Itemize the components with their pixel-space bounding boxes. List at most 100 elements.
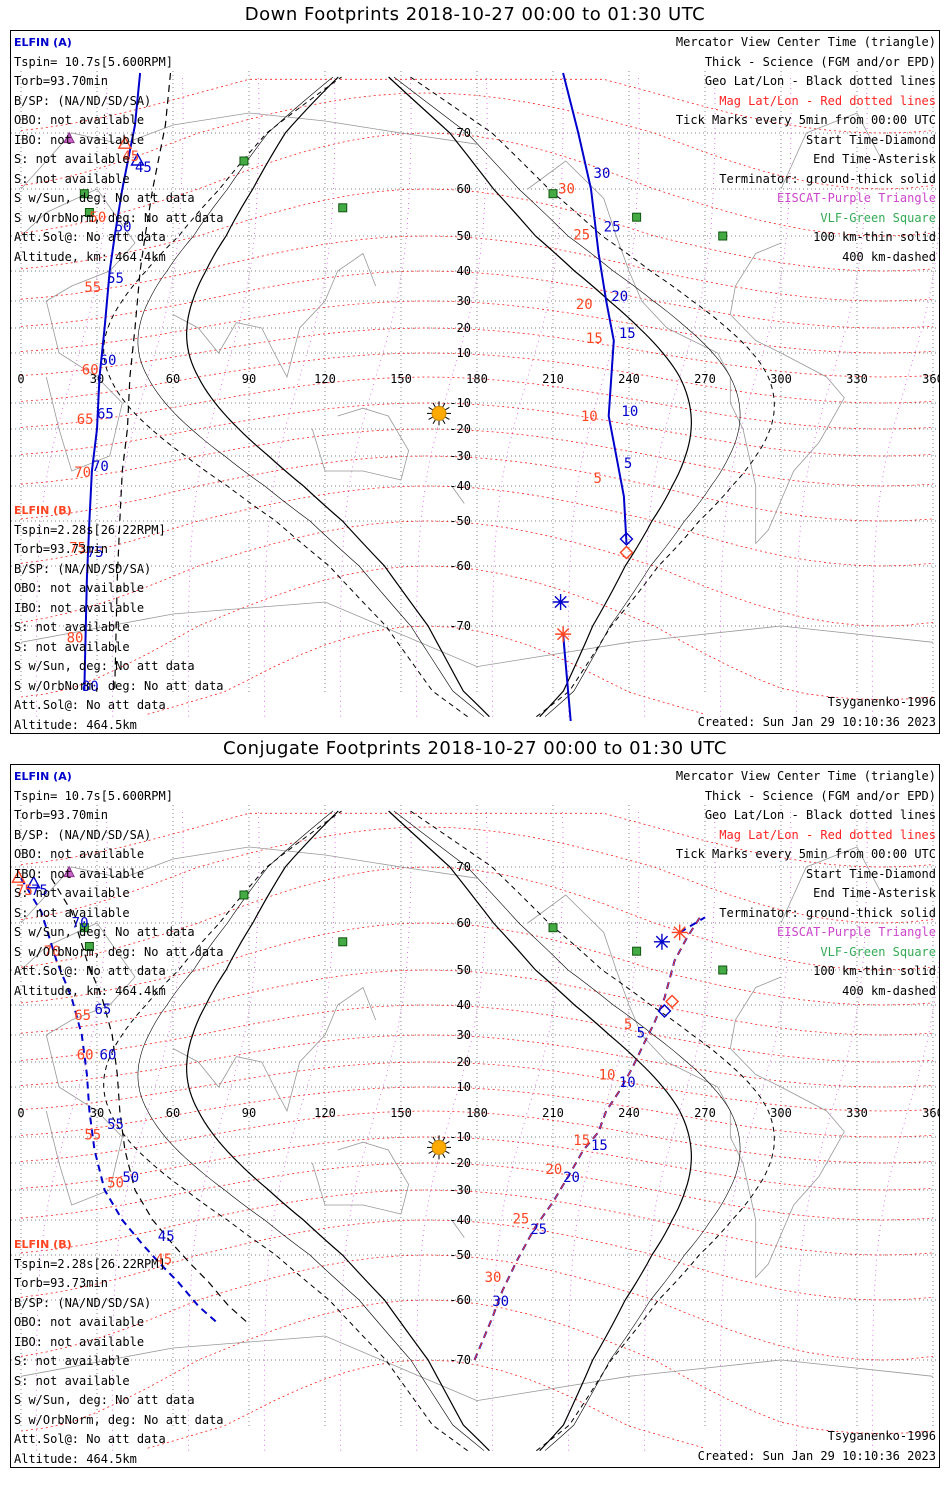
mag-parallel xyxy=(20,1110,934,1164)
tick-label-a: 50 xyxy=(115,219,132,235)
lat-tick-label: 70 xyxy=(457,126,471,140)
mag-parallel xyxy=(20,1254,934,1361)
elfin-a-info-line: S: not available xyxy=(14,886,130,900)
vlf-green-square xyxy=(84,208,94,217)
coastline xyxy=(451,485,465,504)
map-panel-down: 0 30 60 90 120 150 180 210 240 270 300 330 360 70 60 50… xyxy=(10,30,940,734)
mag-parallel xyxy=(20,1299,934,1435)
mag-parallel xyxy=(20,188,934,272)
tick-label-a: 60 xyxy=(100,353,117,369)
sun-ray xyxy=(432,419,436,425)
legend-item: Mercator View Center Time (triangle) xyxy=(675,769,936,783)
sun-ray xyxy=(444,1140,450,1145)
elfin-b-heading: ELFIN (B) xyxy=(14,1238,72,1251)
elfin-a-info-line: S: not available xyxy=(14,171,130,186)
mag-parallel xyxy=(20,565,934,701)
end-asterisk-b xyxy=(555,626,572,643)
mag-parallel xyxy=(147,625,706,715)
sun-ray xyxy=(432,1136,436,1142)
terminator-100km-right xyxy=(393,810,741,1451)
vlf-green-square xyxy=(79,923,89,933)
elfin-b-info-line: Tspin=2.28s[26.22RPM] xyxy=(14,522,166,537)
terminator-ground-left xyxy=(185,810,490,1452)
mag-parallel xyxy=(20,78,934,134)
tick-label-a: 5 xyxy=(624,456,632,472)
coastline xyxy=(172,252,377,379)
lat-tick-label: 60 xyxy=(457,916,471,930)
lat-tick-label: 20 xyxy=(457,1055,471,1069)
footer-info: Tsyganenko-1996 Created: Sun Jan 29 10:10… xyxy=(698,693,936,732)
vlf-green-square xyxy=(84,942,94,951)
lat-tick-label: -10 xyxy=(449,396,471,410)
sun-ray xyxy=(428,416,434,420)
end-asterisk-b xyxy=(671,924,688,941)
tick-label-b: 25 xyxy=(573,228,590,244)
tick-label-b: 65 xyxy=(74,1008,91,1024)
terminator-ground-right xyxy=(388,810,693,1452)
lat-tick-label: -60 xyxy=(449,559,471,573)
tick-label-b: 80 xyxy=(67,630,84,646)
tick-label-a: 60 xyxy=(100,1047,117,1063)
sun-ray xyxy=(428,1140,434,1145)
panel1-title: Down Footprints 2018-10-27 00:00 to 01:3… xyxy=(244,4,706,25)
elfin-b-info-line: S w/Sun, deg: No att data xyxy=(14,659,195,673)
start-diamond-a xyxy=(619,532,634,546)
terminator-ground-left xyxy=(185,76,490,718)
terminator-400km-right xyxy=(410,76,775,718)
tick-label-a: 70 xyxy=(72,916,89,932)
legend-item: Thick - Science (FGM and/or EPD) xyxy=(704,788,936,803)
mag-parallel xyxy=(20,1219,934,1301)
coastline xyxy=(780,846,883,924)
legend-item: End Time-Asterisk xyxy=(813,886,936,900)
legend-item: Geo Lat/Lon - Black dotted lines xyxy=(704,74,936,88)
mag-parallel xyxy=(20,402,934,457)
legend-item: Start Time-Diamond xyxy=(805,132,936,147)
tick-label-a: 10 xyxy=(619,1075,636,1091)
vlf-green-square xyxy=(239,890,249,900)
model-name: Tsyganenko-1996 xyxy=(827,1429,936,1443)
legend: Mercator View Center Time (triangle) Thic… xyxy=(676,767,936,1001)
terminator-400km-left xyxy=(103,76,468,718)
coastline xyxy=(20,922,136,1206)
vlf-green-square xyxy=(79,189,89,199)
legend-item: Mag Lat/Lon - Red dotted lines xyxy=(719,827,936,842)
mag-parallel xyxy=(20,1061,934,1112)
tick-label-a: 45 xyxy=(135,160,152,176)
sun-ray xyxy=(442,1136,446,1142)
mag-meridian xyxy=(339,810,412,1451)
elfin-b-info: ELFIN (B) Tspin=2.28s[26.22RPM] Torb=93.73… xyxy=(14,501,224,733)
mag-parallel xyxy=(20,352,934,404)
elfin-b-info-line: S: not available xyxy=(14,1373,130,1388)
tick-label-b: 25 xyxy=(512,1212,529,1228)
vlf-green-square xyxy=(548,923,558,933)
sun-icon xyxy=(427,401,451,426)
lon-tick-label: 330 xyxy=(846,372,868,386)
asterisk-arm xyxy=(673,926,686,939)
tick-label-a: 75 xyxy=(31,883,48,899)
legend-item: Tick Marks every 5min from 00:00 UTC xyxy=(675,847,936,861)
lon-tick-label: 0 xyxy=(17,372,24,386)
vlf-green-square xyxy=(632,946,642,956)
map-panel-conjugate: 0 30 60 90 120 150 180 210 240 270 300 330 360 70 60 50… xyxy=(10,764,940,1468)
elfin-b-heading: ELFIN (B) xyxy=(14,504,72,517)
tick-label-b: 50 xyxy=(89,210,106,226)
mag-parallel xyxy=(20,327,934,378)
coastline xyxy=(311,407,410,481)
geo-grid xyxy=(11,805,939,1427)
legend-item: 400 km-dashed xyxy=(842,249,936,264)
terminator-100km-right xyxy=(393,76,741,717)
start-diamond-b xyxy=(619,545,634,560)
asterisk-arm xyxy=(556,627,570,641)
mag-meridian xyxy=(567,810,640,1451)
elfin-b-info-line: Att.Sol@: No att data xyxy=(14,698,166,712)
elfin-b-info-line: Altitude: 464.5km xyxy=(14,717,137,732)
vlf-green-square xyxy=(718,231,728,241)
tick-label-b: 20 xyxy=(576,297,593,313)
elfin-b-info-line: Att.Sol@: No att data xyxy=(14,1432,166,1446)
tick-label-a: 25 xyxy=(530,1222,547,1238)
axis-labels: 0 30 60 90 120 150 180 210 240 270 300 330 360 70 60 50… xyxy=(17,860,939,1367)
sun-icon xyxy=(427,1135,451,1160)
lon-tick-label: 0 xyxy=(17,1106,24,1120)
eiscat-purple-triangle xyxy=(63,131,75,144)
elfin-a-info-line: OBO: not available xyxy=(14,113,145,127)
